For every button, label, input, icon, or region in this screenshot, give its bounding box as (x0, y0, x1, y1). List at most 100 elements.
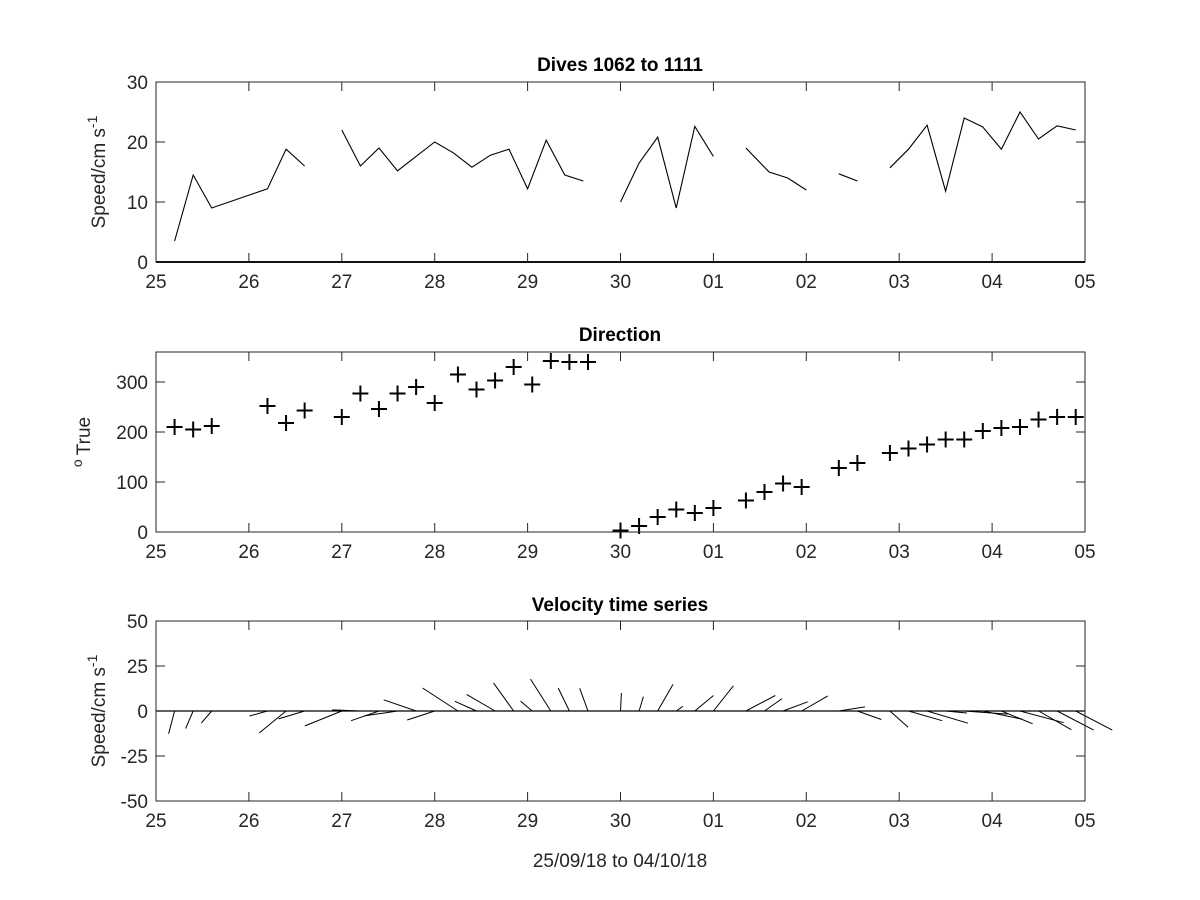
direction-point (668, 501, 685, 518)
speed-y-tick-label: 10 (127, 193, 148, 214)
speed-x-tick-label: 30 (610, 272, 631, 293)
direction-y-tick-label: 300 (116, 373, 148, 394)
velocity-stick (258, 710, 287, 734)
direction-point (1011, 419, 1028, 435)
direction-point (900, 440, 917, 457)
direction-point (505, 359, 522, 375)
direction-point (1067, 409, 1084, 425)
velocity-stick (745, 695, 776, 712)
velocity-stick (908, 710, 943, 722)
velocity-stick (838, 706, 865, 712)
speed-x-tick-label: 26 (238, 272, 259, 293)
speed-x-tick-label: 03 (889, 272, 910, 293)
velocity-stick (675, 705, 684, 712)
direction-x-tick-label: 27 (331, 542, 352, 563)
direction-panel: Direction 25 26 27 28 29 30 01 02 03 04 05 0 100 200 3… (69, 325, 1096, 563)
direction-point (468, 381, 485, 398)
velocity-x-tick-label: 29 (517, 811, 538, 832)
velocity-stick (493, 682, 515, 712)
direction-point (333, 409, 350, 425)
speed-line-segment (341, 129, 584, 191)
speed-axis-ticks: 25 26 27 28 29 30 01 02 03 04 05 0 10 20 30 (127, 73, 1096, 293)
direction-point (612, 522, 629, 539)
direction-y-tick-label: 0 (137, 523, 148, 544)
direction-x-tick-label: 25 (145, 542, 166, 563)
speed-axes-frame (155, 81, 1086, 263)
direction-point (1049, 409, 1066, 425)
velocity-stick (332, 709, 361, 712)
direction-point (919, 436, 936, 453)
speed-y-tick-label: 0 (137, 253, 148, 274)
speed-line-segment (745, 147, 807, 191)
direction-y-axis-label: oTrue (69, 417, 95, 467)
velocity-stick (304, 710, 342, 727)
velocity-stick (1056, 710, 1094, 731)
velocity-y-tick-label: -25 (121, 747, 148, 768)
velocity-x-tick-label: 27 (331, 811, 352, 832)
direction-point (352, 385, 369, 402)
direction-point (426, 395, 443, 411)
velocity-y-tick-label: 50 (127, 612, 148, 633)
direction-point (296, 402, 313, 419)
direction-x-tick-label: 03 (889, 542, 910, 563)
direction-point (830, 460, 847, 476)
direction-point (542, 353, 559, 369)
direction-point (705, 500, 722, 516)
direction-x-tick-label: 01 (703, 542, 724, 563)
direction-point (449, 366, 466, 383)
speed-line-segment (889, 110, 1076, 194)
velocity-stick (638, 696, 644, 712)
velocity-stick (620, 692, 622, 712)
direction-point (974, 423, 991, 439)
direction-point (737, 492, 754, 509)
direction-point (166, 419, 183, 435)
speed-y-axis-label: Speed/cm s-1 (84, 115, 110, 228)
speed-line-segment (620, 124, 714, 209)
direction-point (793, 479, 810, 495)
direction-y-tick-label: 200 (116, 423, 148, 444)
velocity-x-tick-label: 26 (238, 811, 259, 832)
speed-x-tick-label: 25 (145, 272, 166, 293)
velocity-stick (200, 710, 213, 724)
velocity-stick (579, 688, 589, 712)
direction-x-tick-label: 05 (1074, 542, 1095, 563)
speed-y-tick-label: 20 (127, 133, 148, 154)
velocity-stick (530, 678, 552, 712)
velocity-stick (364, 710, 398, 717)
speed-line-segment (838, 173, 858, 182)
velocity-y-tick-label: 0 (137, 702, 148, 723)
velocity-stick (278, 710, 305, 720)
direction-point (579, 354, 596, 370)
direction-x-tick-label: 04 (982, 542, 1004, 563)
speed-y-tick-label: 30 (127, 73, 148, 94)
speed-x-tick-label: 01 (703, 272, 724, 293)
speed-x-tick-label: 28 (424, 272, 445, 293)
velocity-x-tick-label: 05 (1074, 811, 1095, 832)
direction-point (487, 372, 504, 389)
direction-point (937, 431, 954, 448)
velocity-axes-frame (155, 620, 1086, 802)
direction-x-tick-label: 02 (796, 542, 817, 563)
velocity-stick (249, 710, 268, 717)
speed-x-tick-label: 05 (1074, 272, 1095, 293)
velocity-stick (422, 687, 459, 712)
direction-panel-title: Direction (579, 325, 661, 346)
direction-y-tick-label: 100 (116, 473, 148, 494)
speed-x-tick-label: 29 (517, 272, 538, 293)
velocity-panel: Velocity time series 25 26 27 28 29 30 01 02 03 0… (84, 595, 1113, 872)
velocity-y-axis-label: Speed/cm s-1 (84, 654, 110, 767)
direction-x-tick-label: 26 (238, 542, 259, 563)
velocity-panel-title: Velocity time series (532, 595, 708, 616)
velocity-x-tick-label: 04 (982, 811, 1004, 832)
velocity-stick (982, 710, 1023, 720)
direction-point (259, 398, 276, 414)
velocity-stick (407, 710, 435, 721)
direction-point (849, 455, 866, 471)
velocity-y-tick-label: -50 (121, 792, 148, 813)
direction-point (389, 385, 406, 402)
direction-point (881, 445, 898, 461)
velocity-stick (1038, 710, 1072, 731)
direction-point (185, 421, 202, 438)
